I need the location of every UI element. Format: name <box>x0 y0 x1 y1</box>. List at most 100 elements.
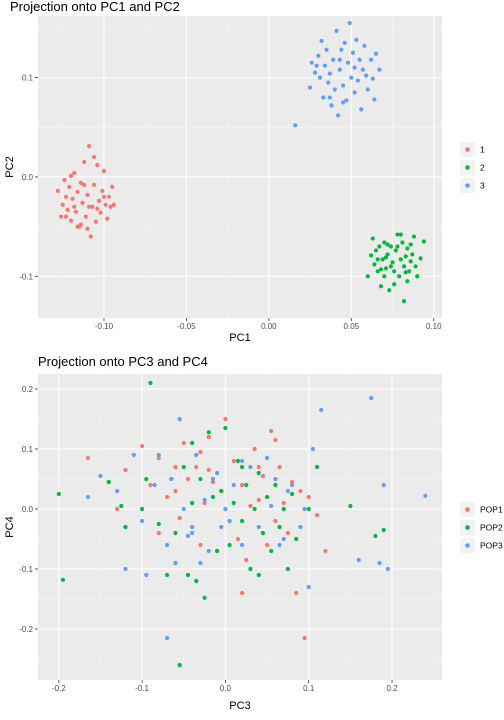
data-point <box>373 533 378 539</box>
data-point <box>206 430 211 435</box>
data-point <box>190 530 195 536</box>
data-point <box>73 209 79 214</box>
data-point <box>256 464 261 470</box>
data-point <box>312 70 318 75</box>
data-point <box>227 518 232 524</box>
data-point <box>96 198 102 203</box>
data-point <box>88 234 93 239</box>
data-point <box>106 479 111 485</box>
data-point <box>369 395 374 401</box>
data-point <box>68 218 74 223</box>
data-point <box>119 503 124 509</box>
legend-marker <box>465 525 470 530</box>
data-point <box>317 75 323 80</box>
y-tick-label: -0.2 <box>19 625 33 634</box>
data-point <box>239 482 245 488</box>
data-point <box>82 159 87 165</box>
data-point <box>314 512 320 518</box>
legend-label: 3 <box>480 181 485 191</box>
data-point <box>408 259 413 264</box>
data-point <box>87 144 92 149</box>
data-point <box>348 503 353 509</box>
data-point <box>365 87 370 92</box>
data-point <box>173 464 178 470</box>
data-point <box>156 530 161 536</box>
data-point <box>340 83 346 88</box>
x-tick-label: -0.2 <box>52 684 66 693</box>
data-point <box>411 234 417 239</box>
data-point <box>331 57 336 62</box>
data-point <box>256 524 261 530</box>
data-point <box>252 506 257 512</box>
data-point <box>231 458 236 464</box>
data-point <box>63 194 69 199</box>
data-point <box>264 494 270 500</box>
x-tick-label: -0.10 <box>95 322 114 331</box>
data-point <box>285 530 290 536</box>
data-point <box>91 154 97 160</box>
data-point <box>206 548 211 554</box>
data-point <box>239 464 245 470</box>
data-point <box>319 38 324 43</box>
data-point <box>202 595 207 600</box>
data-point <box>140 506 145 512</box>
data-point <box>194 578 199 584</box>
data-point <box>198 476 203 482</box>
data-point <box>101 168 107 174</box>
data-point <box>223 425 228 431</box>
data-point <box>82 182 87 187</box>
data-point <box>260 473 266 479</box>
data-point <box>165 494 170 500</box>
data-point <box>336 113 341 118</box>
data-point <box>342 40 347 45</box>
data-point <box>356 557 361 563</box>
data-point <box>244 482 249 488</box>
data-point <box>103 202 108 207</box>
data-point <box>194 452 199 458</box>
data-point <box>349 75 354 80</box>
x-tick-label: 0.2 <box>386 684 398 693</box>
data-point <box>294 536 299 542</box>
data-point <box>248 566 253 572</box>
data-point <box>235 458 241 464</box>
data-point <box>231 500 236 506</box>
legend-label: POP1 <box>480 505 503 515</box>
legend-marker <box>465 183 470 188</box>
data-point <box>148 482 153 488</box>
data-point <box>72 204 77 209</box>
data-point <box>383 255 389 260</box>
data-point <box>256 572 261 578</box>
data-point <box>85 192 90 197</box>
data-point <box>177 416 182 422</box>
x-tick-label: 0.05 <box>344 322 360 331</box>
data-point <box>289 491 295 497</box>
data-point <box>214 470 220 476</box>
data-point <box>339 47 344 52</box>
data-point <box>90 204 95 209</box>
data-point <box>177 662 182 668</box>
data-point <box>100 188 105 193</box>
data-point <box>223 506 228 512</box>
data-point <box>248 503 253 509</box>
data-point <box>185 476 191 482</box>
data-point <box>56 491 61 497</box>
data-points <box>56 380 428 668</box>
data-point <box>277 524 282 530</box>
data-point <box>235 536 241 542</box>
x-tick-label: 0.00 <box>261 322 277 331</box>
data-point <box>310 446 315 452</box>
data-point <box>210 494 216 500</box>
data-point <box>83 214 88 219</box>
data-point <box>152 482 157 488</box>
data-point <box>210 476 216 482</box>
data-point <box>355 78 361 83</box>
x-tick-label: 0.1 <box>303 684 315 693</box>
chart-title: Projection onto PC3 and PC4 <box>38 354 208 369</box>
data-point <box>362 43 367 48</box>
data-point <box>302 506 307 512</box>
legend-marker <box>465 165 470 170</box>
data-point <box>380 257 385 262</box>
data-point <box>75 189 80 194</box>
data-point <box>327 95 332 100</box>
legend: 1 2 3 <box>460 142 485 193</box>
